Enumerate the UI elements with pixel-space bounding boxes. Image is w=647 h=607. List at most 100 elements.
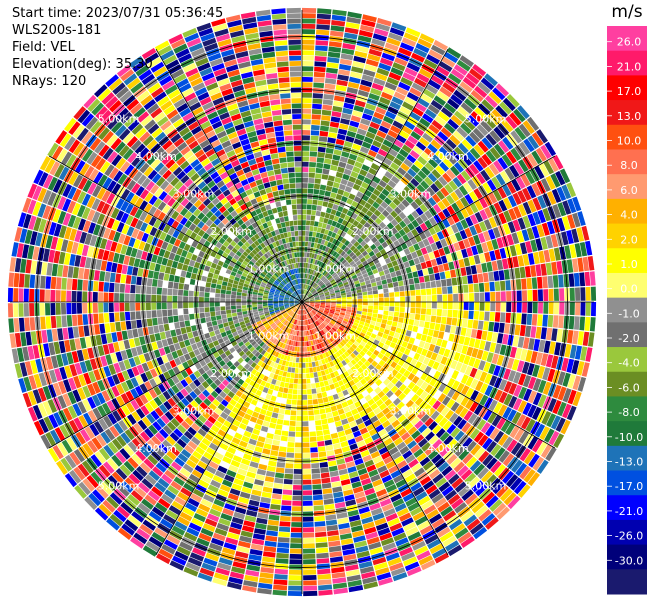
velocity-cell	[402, 361, 410, 370]
velocity-cell	[382, 407, 391, 415]
velocity-cell	[242, 311, 248, 315]
velocity-cell	[382, 139, 393, 148]
velocity-cell	[450, 269, 457, 278]
velocity-cell	[247, 359, 254, 366]
velocity-cell	[394, 364, 402, 372]
velocity-cell	[380, 394, 389, 403]
velocity-cell	[200, 317, 206, 324]
velocity-cell	[114, 312, 120, 322]
velocity-cell	[280, 331, 285, 336]
velocity-cell	[405, 27, 421, 38]
velocity-cell	[557, 401, 567, 417]
velocity-cell	[422, 403, 432, 413]
velocity-cell	[315, 382, 321, 388]
velocity-cell	[255, 474, 265, 481]
velocity-cell	[416, 550, 431, 561]
velocity-cell	[505, 280, 511, 291]
velocity-cell	[430, 280, 437, 288]
velocity-cell	[362, 454, 372, 463]
velocity-cell	[312, 270, 316, 276]
velocity-cell	[162, 425, 173, 435]
velocity-cell	[203, 557, 218, 567]
velocity-cell	[307, 399, 313, 405]
velocity-cell	[297, 394, 302, 400]
velocity-cell	[253, 313, 260, 318]
velocity-cell	[459, 81, 473, 93]
velocity-cell	[361, 206, 369, 214]
velocity-cell	[331, 20, 346, 27]
velocity-cell	[500, 420, 511, 433]
velocity-cell	[473, 144, 485, 156]
velocity-cell	[305, 309, 308, 314]
velocity-cell	[477, 81, 491, 95]
velocity-cell	[348, 403, 356, 411]
velocity-cell	[188, 290, 194, 297]
velocity-cell	[403, 32, 419, 42]
velocity-cell	[557, 202, 567, 217]
velocity-cell	[155, 462, 167, 473]
velocity-cell	[535, 326, 542, 339]
velocity-cell	[548, 430, 560, 446]
velocity-cell	[270, 337, 276, 343]
velocity-cell	[337, 270, 343, 276]
velocity-cell	[366, 315, 372, 321]
velocity-cell	[297, 384, 302, 390]
velocity-cell	[320, 329, 326, 335]
velocity-cell	[428, 217, 437, 226]
velocity-cell	[366, 386, 374, 394]
velocity-cell	[130, 347, 138, 357]
velocity-cell	[311, 253, 315, 259]
velocity-cell	[400, 42, 415, 52]
velocity-cell	[223, 407, 232, 416]
velocity-cell	[479, 302, 485, 311]
velocity-cell	[278, 303, 284, 305]
velocity-cell	[354, 50, 368, 59]
velocity-cell	[290, 532, 302, 538]
velocity-cell	[441, 485, 454, 497]
velocity-cell	[400, 162, 410, 172]
velocity-cell	[305, 273, 308, 279]
velocity-cell	[416, 249, 423, 257]
velocity-cell	[304, 299, 310, 302]
velocity-cell	[82, 291, 88, 302]
velocity-cell	[421, 166, 431, 176]
velocity-cell	[243, 413, 252, 421]
velocity-cell	[378, 293, 384, 298]
velocity-cell	[311, 329, 315, 335]
velocity-cell	[462, 453, 474, 465]
velocity-cell	[74, 362, 83, 375]
velocity-cell	[403, 387, 411, 396]
velocity-cell	[236, 371, 244, 378]
velocity-cell	[198, 367, 206, 375]
velocity-cell	[347, 242, 353, 249]
velocity-cell	[335, 357, 341, 364]
velocity-cell	[353, 196, 361, 203]
velocity-cell	[205, 316, 212, 323]
velocity-cell	[312, 258, 316, 265]
velocity-cell	[87, 383, 96, 396]
velocity-cell	[278, 322, 283, 328]
velocity-cell	[361, 329, 367, 334]
velocity-cell	[352, 143, 362, 151]
velocity-cell	[558, 315, 564, 329]
velocity-cell	[288, 339, 292, 346]
velocity-cell	[209, 302, 215, 307]
velocity-cell	[278, 299, 284, 301]
velocity-cell	[293, 378, 298, 384]
velocity-cell	[427, 267, 434, 275]
velocity-cell	[351, 425, 359, 433]
velocity-cell	[167, 397, 177, 407]
velocity-cell	[300, 336, 302, 342]
velocity-cell	[270, 322, 276, 327]
velocity-cell	[185, 562, 201, 572]
velocity-cell	[383, 292, 389, 298]
velocity-cell	[489, 250, 496, 261]
velocity-cell	[192, 450, 203, 460]
velocity-cell	[183, 353, 191, 361]
velocity-cell	[486, 457, 498, 470]
velocity-cell	[349, 282, 355, 287]
velocity-cell	[322, 312, 328, 317]
velocity-cell	[551, 188, 562, 203]
velocity-cell	[264, 311, 270, 315]
velocity-cell	[353, 535, 366, 543]
